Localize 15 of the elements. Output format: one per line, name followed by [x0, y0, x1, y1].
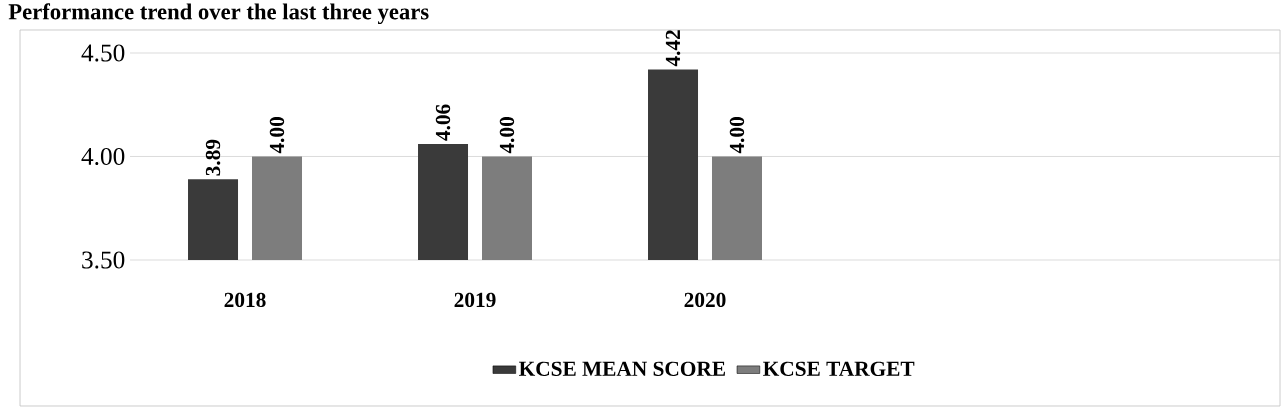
- data-label: 3.89: [205, 139, 221, 176]
- data-label: 4.00: [269, 117, 285, 154]
- legend-label: KCSE MEAN SCORE: [519, 361, 725, 376]
- x-tick-label: 2018: [224, 292, 266, 308]
- y-tick-label: 3.50: [82, 251, 125, 269]
- data-label: 4.42: [665, 30, 681, 67]
- data-label: 4.06: [435, 104, 451, 141]
- data-label: 4.00: [499, 117, 515, 154]
- y-tick-label: 4.00: [81, 147, 125, 166]
- data-label: 4.00: [729, 117, 745, 154]
- chart-title: Performance trend over the last three years: [8, 3, 429, 25]
- legend-label: KCSE TARGET: [763, 361, 915, 376]
- x-tick-label: 2019: [454, 292, 496, 308]
- x-tick-label: 2020: [684, 292, 726, 308]
- y-tick-label: 4.50: [81, 44, 125, 62]
